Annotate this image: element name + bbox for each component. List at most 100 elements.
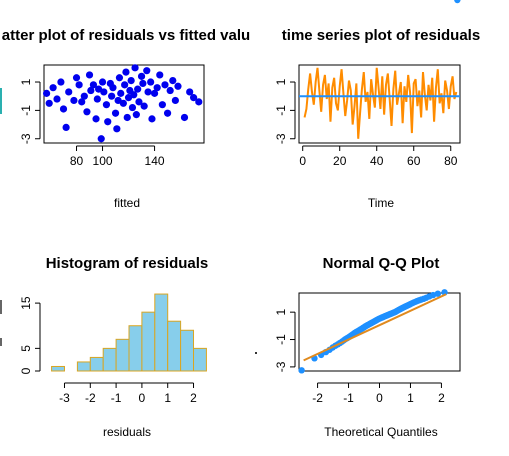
- scatter-point: [148, 115, 155, 122]
- scatter-point: [112, 110, 119, 117]
- qq-point: [435, 290, 441, 296]
- scatter-point: [73, 74, 80, 81]
- y-tick-label: -1: [274, 105, 288, 116]
- x-tick-label: 2: [190, 391, 197, 405]
- qq-point: [298, 367, 304, 373]
- x-axis-label: residuals: [103, 425, 151, 439]
- histogram-bar: [116, 339, 129, 371]
- clipped-y-label-fragment: [0, 88, 2, 114]
- scatter-point: [86, 71, 93, 78]
- histogram-bar: [90, 357, 103, 371]
- y-tick-label: -1: [274, 334, 288, 345]
- x-tick-label: 1: [407, 391, 414, 405]
- scatter-point: [120, 100, 127, 107]
- x-axis-label: fitted: [114, 196, 140, 210]
- scatter-point: [109, 84, 116, 91]
- scatter-point: [129, 104, 136, 111]
- x-tick-label: 60: [407, 154, 421, 168]
- scatter-point: [108, 93, 115, 100]
- x-tick-label: 2: [438, 391, 445, 405]
- scatter-point: [83, 108, 90, 115]
- x-tick-label: 100: [93, 154, 113, 168]
- scatter-point: [181, 114, 188, 121]
- y-tick-label: 1: [274, 309, 288, 316]
- x-tick-label: 80: [444, 154, 458, 168]
- clipped-y-label-fragment: [0, 338, 2, 346]
- scatter-point: [156, 71, 163, 78]
- scatter-point: [131, 64, 138, 71]
- x-tick-label: 80: [70, 154, 84, 168]
- scatter-point: [104, 118, 111, 125]
- scatter-point: [143, 67, 150, 74]
- x-axis-label: Time: [368, 196, 395, 210]
- scatter-point: [141, 103, 148, 110]
- scatter-point: [46, 100, 53, 107]
- clipped-y-label-fragment: [0, 300, 2, 314]
- x-tick-label: 40: [370, 154, 384, 168]
- y-tick-label: 5: [19, 345, 33, 352]
- scatter-point: [65, 88, 72, 95]
- x-tick-label: -2: [85, 391, 96, 405]
- scatter-point: [134, 86, 141, 93]
- histogram-bar: [168, 321, 181, 371]
- y-tick-label: -3: [19, 133, 33, 144]
- y-tick-label: 15: [19, 296, 33, 310]
- histogram-bar: [194, 348, 207, 371]
- scatter-point: [161, 81, 168, 88]
- scatter-point: [70, 97, 77, 104]
- y-tick-label: -3: [274, 361, 288, 372]
- scatter-point: [169, 77, 176, 84]
- scatter-point: [124, 114, 131, 121]
- scatter-point: [133, 111, 140, 118]
- scatter-point: [57, 78, 64, 85]
- scatter-point: [195, 98, 202, 105]
- scatter-point: [122, 68, 129, 75]
- scatter-point: [147, 78, 154, 85]
- x-tick-label: -1: [111, 391, 122, 405]
- scatter-point: [60, 105, 67, 112]
- scatter-point: [116, 74, 123, 81]
- scatter-point: [92, 115, 99, 122]
- scatter-point: [154, 84, 161, 91]
- y-tick-label: -1: [19, 105, 33, 116]
- x-axis-label: Theoretical Quantiles: [324, 425, 437, 439]
- histogram-bar: [103, 348, 116, 371]
- scatter-point: [138, 73, 145, 80]
- histogram-bar: [77, 362, 90, 371]
- scatter-point: [98, 135, 105, 142]
- scatter-point: [144, 88, 151, 95]
- scatter-point: [103, 101, 110, 108]
- scatter-point: [63, 124, 70, 131]
- panel-title: Normal Q-Q Plot: [323, 255, 440, 272]
- scatter-point: [128, 77, 135, 84]
- x-tick-label: -3: [59, 391, 70, 405]
- clipped-y-label-fragment: [255, 352, 257, 354]
- scatter-point: [167, 87, 174, 94]
- histogram-bar: [181, 330, 194, 371]
- panel-title: atter plot of residuals vs fitted valu: [2, 27, 250, 44]
- scatter-point: [164, 110, 171, 117]
- scatter-point: [100, 88, 107, 95]
- scatter-point: [53, 95, 60, 102]
- y-tick-label: 0: [19, 367, 33, 374]
- y-tick-label: 1: [274, 78, 288, 85]
- x-tick-label: 1: [164, 391, 171, 405]
- histogram-bar: [155, 294, 168, 371]
- scatter-point: [94, 95, 101, 102]
- y-tick-label: -3: [274, 133, 288, 144]
- scatter-point: [81, 93, 88, 100]
- scatter-point: [99, 78, 106, 85]
- scatter-point: [50, 84, 57, 91]
- x-tick-label: 0: [139, 391, 146, 405]
- x-tick-label: 140: [145, 154, 165, 168]
- panel-title: Histogram of residuals: [46, 255, 209, 272]
- x-tick-label: -2: [312, 391, 323, 405]
- histogram-bar: [52, 366, 65, 371]
- scatter-point: [172, 97, 179, 104]
- x-tick-label: 0: [299, 154, 306, 168]
- scatter-point: [174, 83, 181, 90]
- scatter-point: [159, 101, 166, 108]
- histogram-bar: [142, 312, 155, 371]
- x-tick-label: 0: [376, 391, 383, 405]
